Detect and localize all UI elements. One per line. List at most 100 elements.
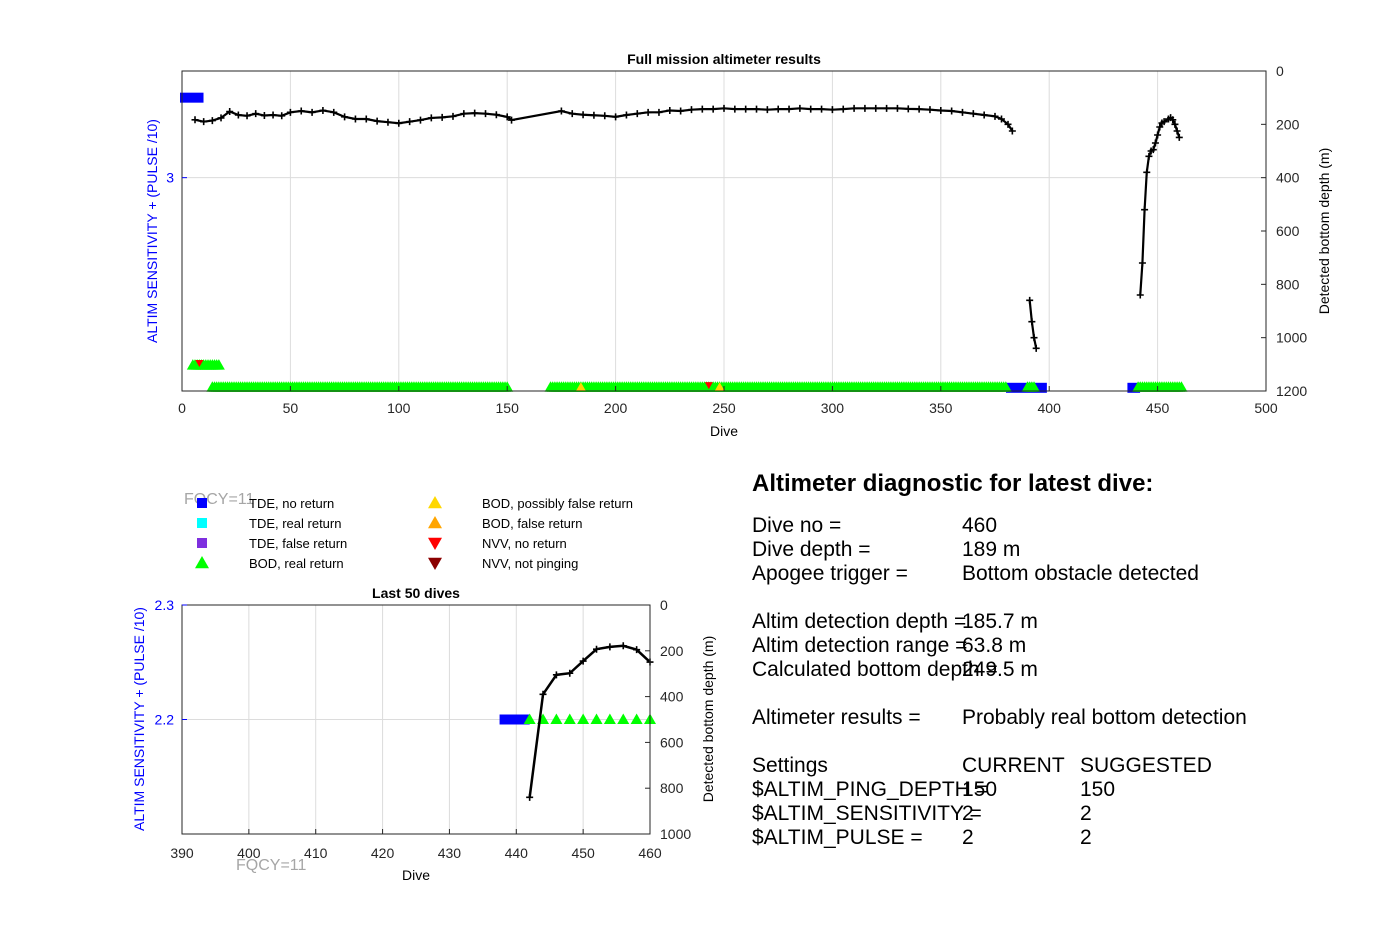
last-50-left-y-label: ALTIM SENSITIVITY + (PULSE /10) bbox=[131, 607, 147, 831]
legend-label: BOD, real return bbox=[249, 556, 344, 571]
depth-point bbox=[351, 115, 359, 123]
depth-line bbox=[1139, 116, 1181, 296]
right-tick-label: 800 bbox=[1276, 276, 1300, 292]
depth-point bbox=[200, 118, 208, 126]
depth-point bbox=[1145, 152, 1153, 160]
depth-point bbox=[709, 105, 717, 113]
depth-line bbox=[528, 644, 651, 798]
depth-point bbox=[1030, 334, 1038, 342]
depth-point bbox=[552, 671, 560, 679]
dive-depth-row: Dive depth = 189 m bbox=[752, 538, 1392, 562]
legend-label: NVV, no return bbox=[482, 536, 567, 551]
right-tick-label: 200 bbox=[1276, 116, 1300, 132]
diagnostic-panel: Altimeter diagnostic for latest dive: Di… bbox=[752, 468, 1392, 850]
right-tick-label: 400 bbox=[1276, 170, 1300, 186]
sensitivity-row: $ALTIM_SENSITIVITY = 2 2 bbox=[752, 802, 1392, 826]
depth-point bbox=[958, 108, 966, 116]
legend-marker bbox=[428, 557, 442, 570]
left-tick-label: 2.2 bbox=[155, 712, 175, 728]
legend-label: NVV, not pinging bbox=[482, 556, 578, 571]
bod-real-return-marker bbox=[617, 713, 630, 724]
depth-point bbox=[633, 646, 641, 654]
depth-point bbox=[1138, 259, 1146, 267]
legend-marker bbox=[195, 556, 209, 569]
depth-point bbox=[1032, 344, 1040, 352]
depth-point bbox=[1160, 118, 1168, 126]
ping-depth-suggested: 150 bbox=[1080, 778, 1116, 801]
depth-point bbox=[872, 104, 880, 112]
x-tick-label: 200 bbox=[604, 400, 628, 416]
dive-depth-label: Dive depth = bbox=[752, 538, 871, 561]
settings-header-row: Settings CURRENT SUGGESTED bbox=[752, 754, 1392, 778]
depth-point bbox=[807, 105, 815, 113]
depth-point bbox=[731, 105, 739, 113]
depth-point bbox=[687, 106, 695, 114]
ping-depth-current: 150 bbox=[962, 778, 998, 801]
depth-point bbox=[1175, 133, 1183, 141]
right-tick-label: 200 bbox=[660, 643, 684, 659]
depth-point bbox=[579, 111, 587, 119]
fqcy-label-legend: FQCY=11 bbox=[184, 491, 255, 508]
sensitivity-suggested: 2 bbox=[1080, 802, 1092, 825]
depth-point bbox=[449, 112, 457, 120]
x-tick-label: 150 bbox=[496, 400, 520, 416]
depth-point bbox=[460, 110, 468, 118]
last-50-x-label: Dive bbox=[402, 867, 430, 883]
depth-point bbox=[260, 112, 268, 120]
full-mission-x-ticks: 0 50 100 150 200 250 300 350 400 450 500 bbox=[178, 386, 1278, 416]
x-tick-label: 420 bbox=[371, 845, 395, 861]
depth-point bbox=[269, 111, 277, 119]
x-tick-label: 400 bbox=[237, 845, 261, 861]
depth-point bbox=[1151, 139, 1159, 147]
apogee-trigger-label: Apogee trigger = bbox=[752, 562, 908, 585]
calculated-bottom-depth-row: Calculated bottom depth = 249.5 m bbox=[752, 658, 1392, 682]
depth-point bbox=[861, 104, 869, 112]
depth-point bbox=[796, 104, 804, 112]
depth-point bbox=[252, 110, 260, 118]
full-mission-x-label: Dive bbox=[710, 423, 738, 439]
full-mission-grid bbox=[182, 71, 1266, 391]
right-tick-label: 600 bbox=[1276, 223, 1300, 239]
depth-point bbox=[416, 116, 424, 124]
depth-point bbox=[526, 793, 534, 801]
legend-marker bbox=[428, 516, 442, 529]
depth-line bbox=[194, 107, 1014, 132]
last-50-right-y-label: Detected bottom depth (m) bbox=[700, 636, 716, 803]
depth-point bbox=[243, 112, 251, 120]
depth-point bbox=[633, 110, 641, 118]
x-tick-label: 450 bbox=[571, 845, 595, 861]
apogee-trigger-row: Apogee trigger = Bottom obstacle detecte… bbox=[752, 562, 1392, 586]
depth-point bbox=[568, 110, 576, 118]
full-mission-chart-title: Full mission altimeter results bbox=[627, 51, 821, 67]
x-tick-label: 50 bbox=[283, 400, 299, 416]
depth-point bbox=[579, 657, 587, 665]
depth-point bbox=[904, 105, 912, 113]
sensitivity-current: 2 bbox=[962, 802, 974, 825]
depth-point bbox=[217, 114, 225, 122]
nvv-no-return-marker bbox=[195, 360, 204, 367]
legend-label: TDE, real return bbox=[249, 516, 341, 531]
depth-point bbox=[969, 110, 977, 118]
depth-point bbox=[492, 111, 500, 119]
legend-marker bbox=[197, 538, 207, 548]
pulse-label: $ALTIM_PULSE = bbox=[752, 826, 923, 849]
legend-marker bbox=[428, 496, 442, 509]
bod-real-return-marker bbox=[630, 713, 643, 724]
depth-point bbox=[998, 115, 1005, 123]
depth-point bbox=[234, 111, 242, 119]
depth-point bbox=[566, 669, 574, 677]
x-tick-label: 450 bbox=[1146, 400, 1170, 416]
depth-point bbox=[208, 117, 216, 125]
altim-detection-depth-row: Altim detection depth = 185.7 m bbox=[752, 610, 1392, 634]
depth-point bbox=[373, 117, 381, 125]
depth-point bbox=[1173, 127, 1181, 135]
depth-point bbox=[601, 112, 609, 120]
depth-point bbox=[612, 113, 620, 121]
depth-point bbox=[1028, 318, 1036, 326]
depth-point bbox=[308, 108, 316, 116]
depth-point bbox=[1154, 131, 1162, 139]
depth-point bbox=[1004, 120, 1012, 128]
depth-point bbox=[278, 112, 286, 120]
depth-point bbox=[980, 111, 988, 119]
last-50-dives-chart: Last 50 dives 390 400 410 420 430 440 450 460 0… bbox=[131, 585, 716, 883]
